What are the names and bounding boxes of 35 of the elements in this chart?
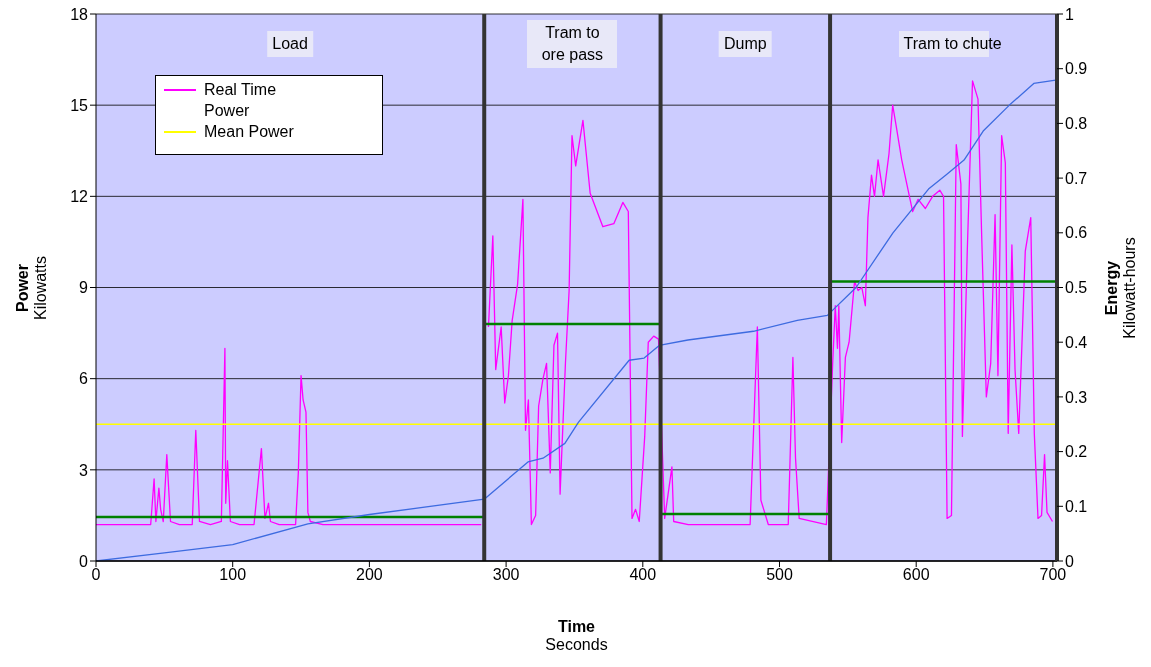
- y2-tick-label: 0.7: [1065, 169, 1088, 187]
- y2-tick-label: 0: [1065, 552, 1074, 570]
- y-axis-title: Power Kilowatts: [14, 255, 50, 320]
- y2-axis-title: Energy Kilowatt-hours: [1103, 236, 1139, 339]
- legend-label: Mean Power: [204, 122, 295, 142]
- x-tick-label: 600: [902, 566, 930, 584]
- y-tick-label: 15: [70, 96, 89, 114]
- annotation: Load: [267, 31, 313, 57]
- y-tick-label: 3: [79, 461, 89, 479]
- annotation: Tram to ore pass: [527, 20, 618, 68]
- x-tick-label: 0: [91, 566, 101, 584]
- y2-tick-label: 0.6: [1065, 224, 1088, 242]
- y2-tick-label: 1: [1065, 5, 1074, 23]
- y2-tick-label: 0.3: [1065, 388, 1088, 406]
- y-tick-label: 6: [79, 370, 89, 388]
- y-tick-label: 9: [79, 279, 89, 297]
- x-tick-label: 500: [766, 566, 793, 584]
- y-tick-label: 12: [70, 188, 89, 206]
- y2-tick-label: 0.8: [1065, 115, 1088, 133]
- x-axis-title: Time Seconds: [545, 618, 608, 654]
- legend-label: Real Time Power: [204, 80, 278, 121]
- x-tick-label: 200: [356, 566, 383, 584]
- y2-tick-label: 0.2: [1065, 443, 1088, 461]
- y-tick-label: 18: [70, 5, 89, 23]
- y2-tick-label: 0.9: [1065, 60, 1088, 78]
- annotation: Dump: [718, 31, 772, 57]
- x-tick-label: 400: [629, 566, 657, 584]
- y2-tick-label: 0.1: [1065, 497, 1088, 515]
- x-tick-label: 300: [492, 566, 520, 584]
- x-tick-label: 100: [219, 566, 247, 584]
- annotation: Tram to chute: [902, 34, 1002, 54]
- y2-tick-label: 0.5: [1065, 279, 1088, 297]
- x-tick-label: 700: [1039, 566, 1067, 584]
- y-tick-label: 0: [79, 552, 89, 570]
- y2-tick-label: 0.4: [1065, 333, 1088, 351]
